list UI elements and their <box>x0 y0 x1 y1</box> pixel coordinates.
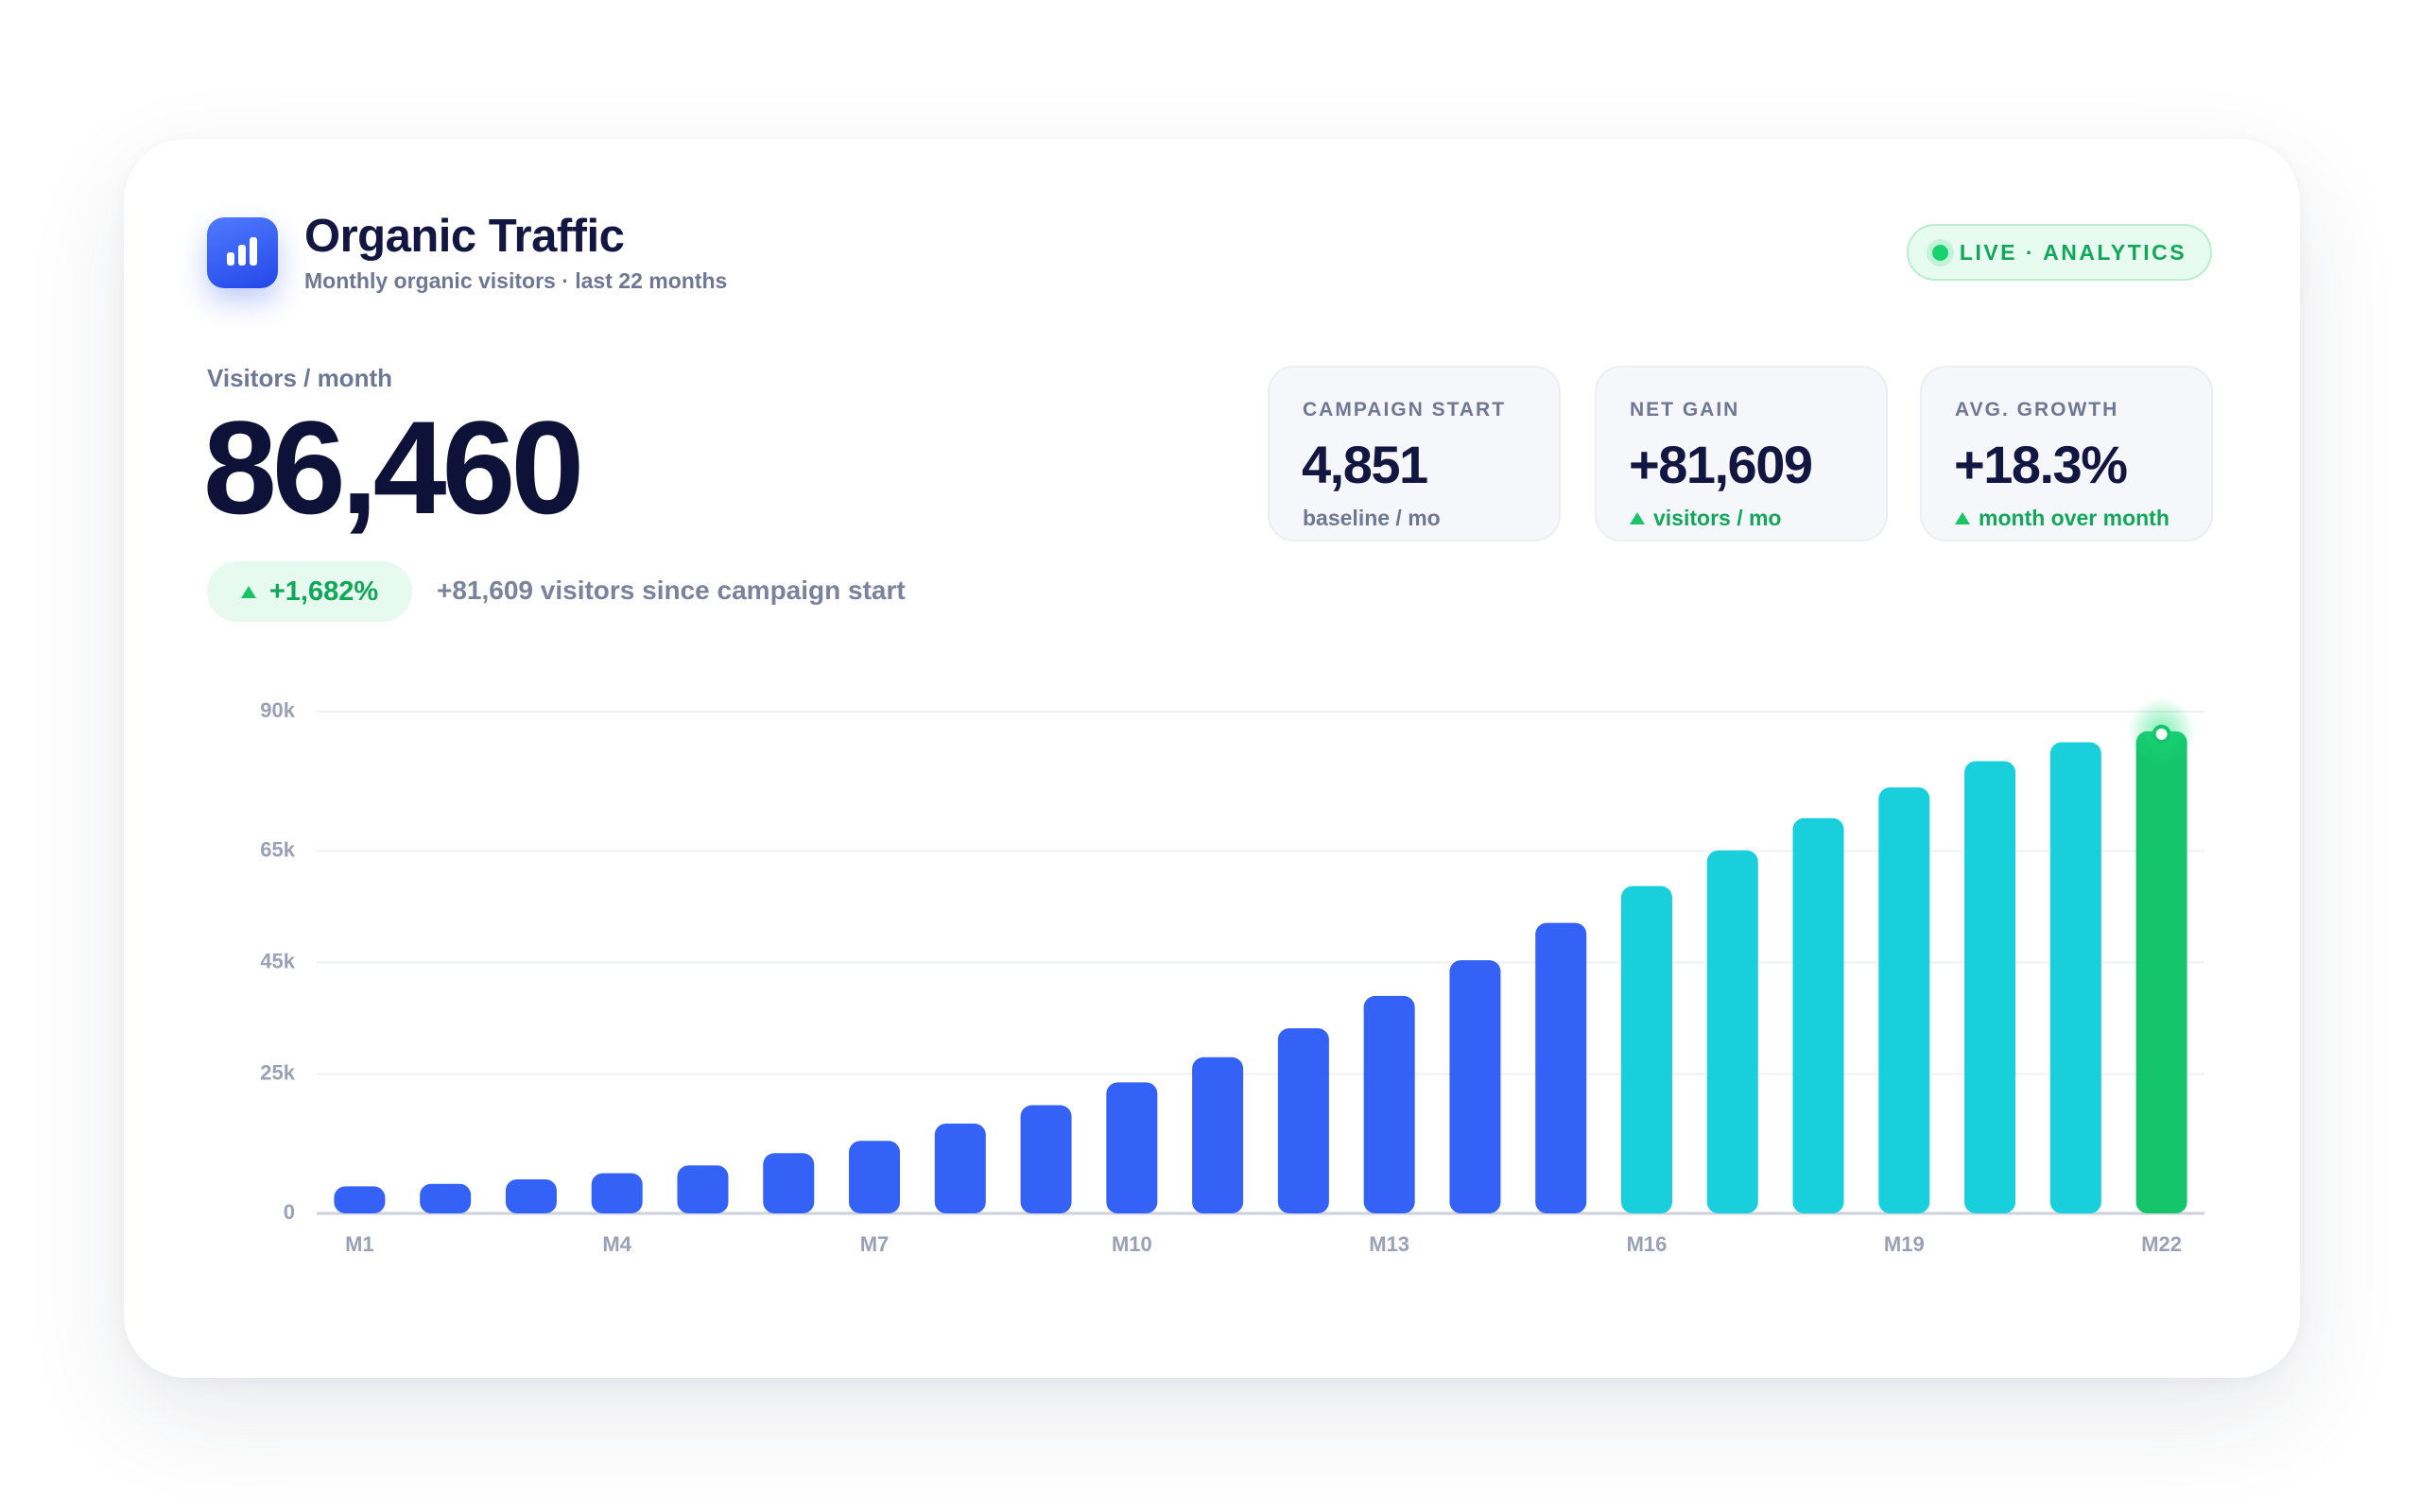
stat-note-text: visitors / mo <box>1653 506 1782 530</box>
stat-label: NET GAIN <box>1630 399 1740 421</box>
bar <box>591 1173 643 1213</box>
x-tick-label: M4 <box>602 1232 631 1256</box>
stat-card: AVG. GROWTH +18.3% month over month <box>1920 366 2213 541</box>
x-tick-label: M19 <box>1884 1232 1925 1256</box>
bar <box>934 1124 986 1213</box>
y-tick-label: 25k <box>260 1060 295 1084</box>
y-tick-label: 90k <box>260 698 295 722</box>
highlight-dot <box>2152 724 2171 744</box>
y-tick-label: 65k <box>260 837 295 861</box>
bar <box>1192 1057 1244 1213</box>
x-tick-label: M7 <box>860 1232 890 1256</box>
bar <box>1792 817 1844 1213</box>
bar <box>334 1186 386 1213</box>
bar <box>2135 730 2187 1213</box>
change-text: +1,682% <box>268 576 379 607</box>
stat-label: CAMPAIGN START <box>1303 399 1507 421</box>
live-badge: LIVE · ANALYTICS <box>1907 224 2212 281</box>
stat-note: visitors / mo <box>1630 506 1781 531</box>
live-dot <box>1931 244 1948 261</box>
stat-value: +81,609 <box>1629 435 1813 494</box>
bar <box>1277 1028 1329 1213</box>
app-icon <box>207 217 278 288</box>
bar <box>505 1179 557 1213</box>
stat-note: baseline / mo <box>1303 506 1441 531</box>
stat-label: AVG. GROWTH <box>1955 399 2119 421</box>
y-tick-label: 45k <box>260 949 295 972</box>
bar <box>2049 742 2101 1213</box>
bar <box>420 1183 472 1213</box>
stat-note: month over month <box>1955 506 2169 531</box>
bar <box>1964 761 2016 1213</box>
change-pill: +1,682% <box>207 561 412 622</box>
up-arrow <box>1955 512 1970 524</box>
x-tick-label: M16 <box>1627 1232 1668 1256</box>
kpi-label: Visitors / month <box>207 364 392 392</box>
bar <box>1878 787 1930 1213</box>
stat-card: NET GAIN +81,609 visitors / mo <box>1595 366 1888 541</box>
bar <box>1706 850 1758 1213</box>
x-tick-label: M13 <box>1369 1232 1409 1256</box>
stat-value: 4,851 <box>1302 435 1428 494</box>
bar <box>1449 960 1501 1213</box>
badge-text: LIVE · ANALYTICS <box>1959 239 2187 265</box>
x-tick-label: M10 <box>1112 1232 1152 1256</box>
stat-note-text: baseline / mo <box>1303 506 1441 530</box>
stat-card: CAMPAIGN START 4,851 baseline / mo <box>1268 366 1561 541</box>
kpi-value: 86,460 <box>203 393 584 541</box>
bar <box>1535 922 1587 1213</box>
stat-note-text: month over month <box>1979 506 2169 530</box>
bar <box>677 1165 729 1213</box>
subtitle: Monthly organic visitors · last 22 month… <box>304 268 728 293</box>
up-arrow <box>1630 512 1645 524</box>
bar <box>849 1141 901 1213</box>
bar <box>1363 995 1415 1213</box>
x-tick-label: M1 <box>345 1232 374 1256</box>
bar <box>1106 1082 1158 1213</box>
up-arrow <box>240 585 256 598</box>
bar <box>1020 1105 1072 1213</box>
x-tick-label: M22 <box>2141 1232 2182 1256</box>
change-note: +81,609 visitors since campaign start <box>437 576 906 605</box>
y-tick-label: 0 <box>284 1200 295 1224</box>
stat-value: +18.3% <box>1954 435 2128 494</box>
title: Organic Traffic <box>304 211 625 262</box>
bar <box>763 1153 815 1213</box>
bar <box>1620 885 1672 1213</box>
